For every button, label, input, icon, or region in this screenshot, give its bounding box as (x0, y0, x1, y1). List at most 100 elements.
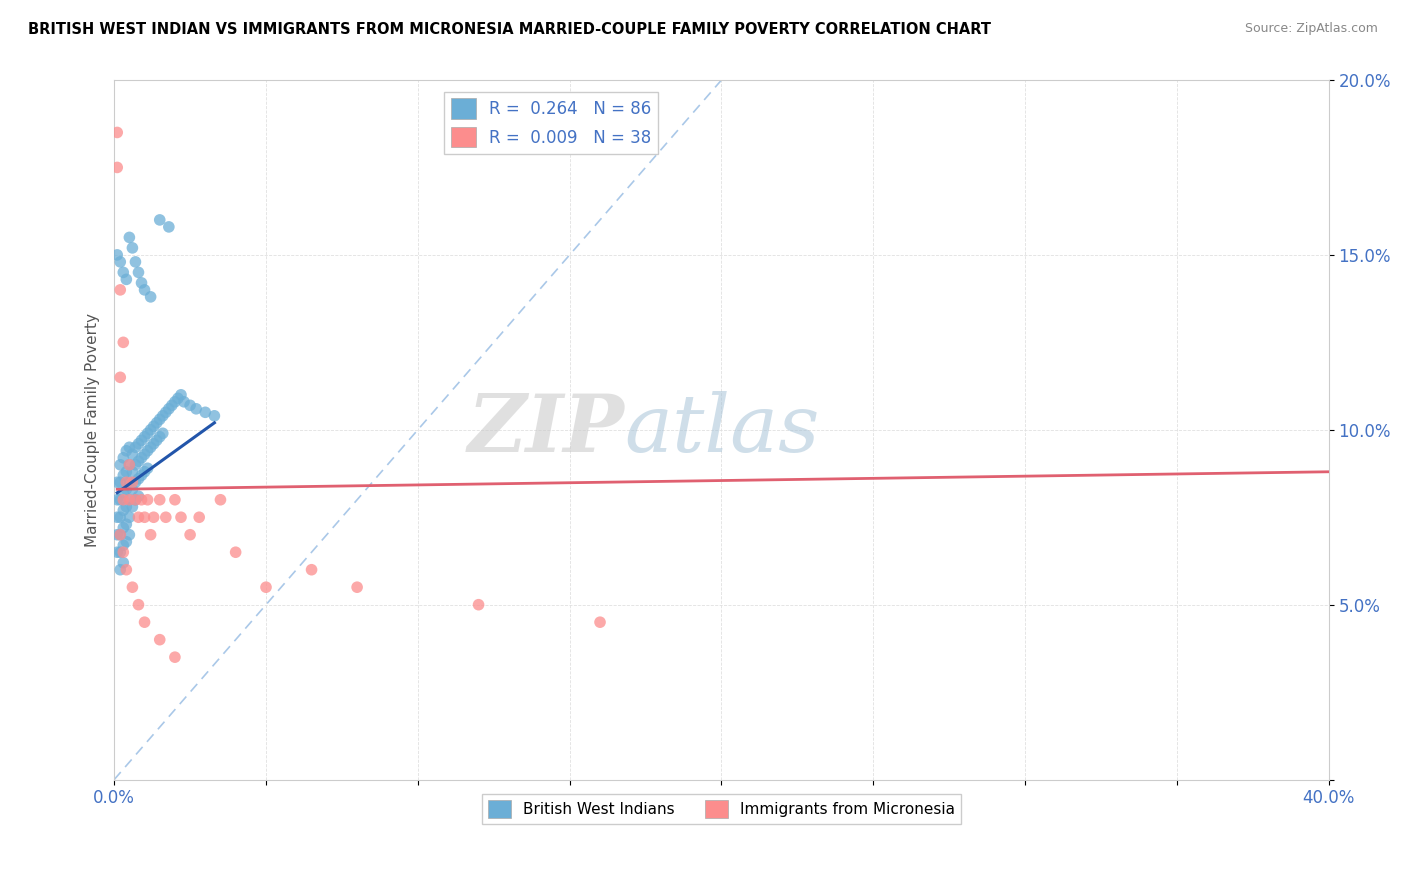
Point (160, 398, 183, 412)
Point (112, 556, 135, 570)
Point (121, 580, 143, 594)
Point (167, 392, 190, 406)
Point (118, 492, 141, 507)
Point (110, 370, 132, 384)
Point (121, 465, 143, 479)
Point (149, 492, 172, 507)
Point (136, 426, 159, 441)
Point (136, 461, 159, 475)
Point (131, 450, 153, 465)
Point (134, 510, 156, 524)
Legend: British West Indians, Immigrants from Micronesia: British West Indians, Immigrants from Mi… (482, 794, 962, 824)
Point (118, 510, 141, 524)
Point (209, 492, 232, 507)
Point (112, 503, 135, 517)
Point (134, 430, 156, 444)
Point (105, 492, 128, 507)
Point (112, 450, 135, 465)
Point (115, 500, 138, 514)
Point (346, 580, 368, 594)
Point (127, 472, 149, 486)
Point (110, 527, 132, 541)
Point (124, 440, 146, 454)
Point (124, 255, 146, 269)
Point (163, 492, 186, 507)
Point (112, 265, 135, 279)
Point (127, 598, 149, 612)
Point (115, 563, 138, 577)
Point (179, 398, 201, 412)
Point (127, 510, 149, 524)
Point (136, 443, 159, 458)
Point (139, 423, 162, 437)
Point (124, 475, 146, 490)
Point (142, 510, 165, 524)
Point (118, 230, 141, 244)
Point (110, 492, 132, 507)
Point (118, 440, 141, 454)
Point (115, 482, 138, 496)
Point (127, 437, 149, 451)
Point (254, 580, 277, 594)
Point (124, 492, 146, 507)
Point (112, 521, 135, 535)
Point (105, 125, 128, 139)
Point (157, 219, 180, 234)
Point (110, 563, 132, 577)
Point (127, 489, 149, 503)
Point (118, 492, 141, 507)
Point (112, 538, 135, 552)
Point (110, 255, 132, 269)
Point (170, 388, 193, 402)
Point (134, 615, 156, 630)
Point (112, 492, 135, 507)
Point (149, 213, 172, 227)
Point (124, 458, 146, 472)
Point (110, 283, 132, 297)
Text: BRITISH WEST INDIAN VS IMMIGRANTS FROM MICRONESIA MARRIED-COUPLE FAMILY POVERTY : BRITISH WEST INDIAN VS IMMIGRANTS FROM M… (28, 22, 991, 37)
Point (105, 161, 128, 175)
Point (142, 437, 165, 451)
Point (118, 475, 141, 490)
Point (170, 510, 193, 524)
Point (112, 485, 135, 500)
Point (145, 416, 167, 430)
Point (131, 492, 153, 507)
Point (149, 632, 172, 647)
Point (118, 527, 141, 541)
Point (134, 447, 156, 461)
Point (134, 465, 156, 479)
Point (179, 527, 201, 541)
Point (163, 650, 186, 665)
Point (225, 545, 247, 559)
Point (155, 405, 177, 419)
Point (115, 534, 138, 549)
Point (202, 409, 225, 423)
Point (173, 394, 195, 409)
Point (105, 527, 128, 541)
Point (118, 458, 141, 472)
Point (112, 545, 135, 559)
Point (194, 405, 217, 419)
Point (149, 430, 172, 444)
Point (124, 492, 146, 507)
Point (145, 434, 167, 448)
Point (105, 545, 128, 559)
Text: Source: ZipAtlas.com: Source: ZipAtlas.com (1244, 22, 1378, 36)
Point (139, 527, 162, 541)
Point (115, 517, 138, 532)
Point (118, 458, 141, 472)
Point (112, 335, 135, 350)
Point (149, 412, 172, 426)
Point (152, 409, 174, 423)
Point (121, 482, 143, 496)
Point (110, 510, 132, 524)
Text: ZIP: ZIP (467, 391, 624, 468)
Point (188, 510, 211, 524)
Point (112, 468, 135, 483)
Point (105, 248, 128, 262)
Point (127, 454, 149, 468)
Point (115, 465, 138, 479)
Point (110, 545, 132, 559)
Point (134, 283, 156, 297)
